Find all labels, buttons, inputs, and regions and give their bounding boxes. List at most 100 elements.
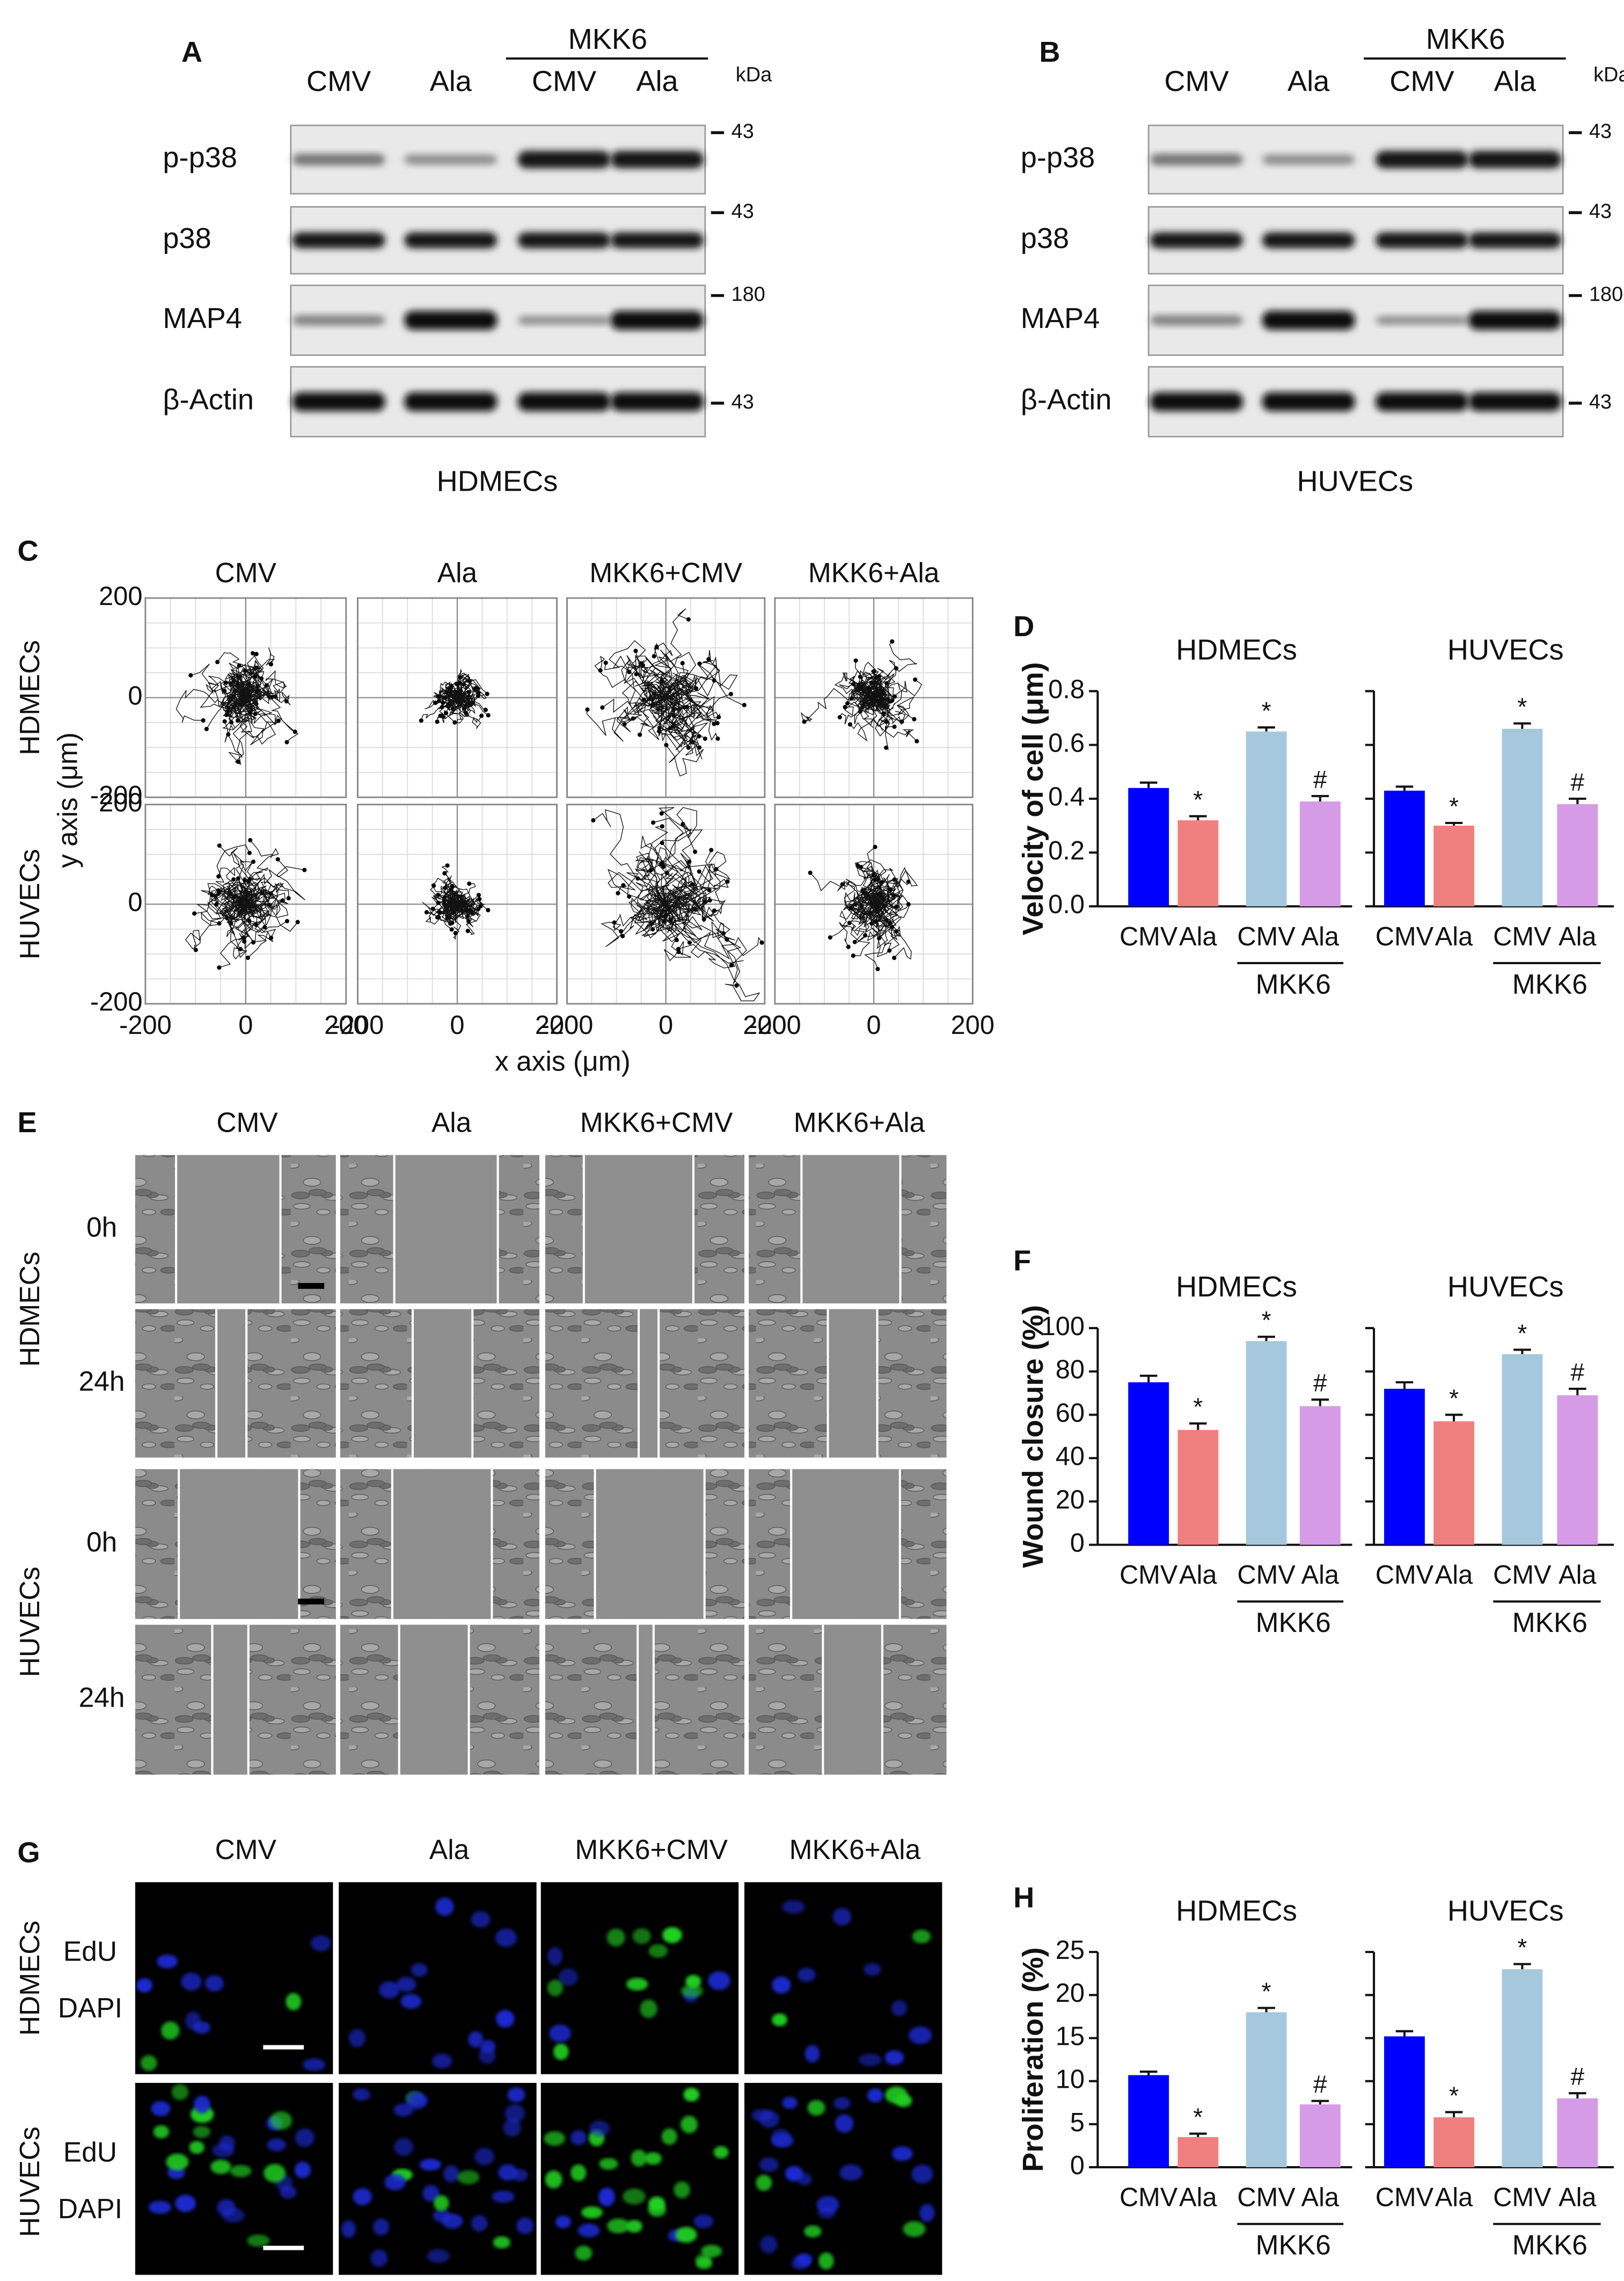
- nucleus: [435, 1897, 454, 1916]
- nucleus: [267, 2138, 286, 2152]
- group-label: MKK6: [1256, 2229, 1331, 2261]
- nucleus: [372, 2218, 390, 2236]
- bar: [1557, 1395, 1598, 1545]
- bar: [1177, 820, 1219, 907]
- x-axis-label: x axis (μm): [495, 1046, 631, 1077]
- chart-title: HUVECs: [1447, 1894, 1564, 1927]
- nucleus: [219, 2135, 235, 2151]
- nucleus: [136, 1978, 153, 1993]
- blot-band: [1375, 316, 1469, 325]
- x-tick-label: 200: [535, 1011, 579, 1040]
- trajectory-end: [276, 718, 281, 723]
- nucleus: [434, 2195, 449, 2211]
- marker-label: 180: [731, 283, 765, 306]
- x-tick-label: CMV: [1376, 2183, 1434, 2212]
- nucleus: [217, 2199, 236, 2217]
- nucleus: [675, 2227, 697, 2243]
- column-label: MKK6+CMV: [580, 1106, 733, 1138]
- row-label: p38: [1021, 222, 1069, 254]
- nucleus: [835, 2114, 854, 2133]
- nucleus: [575, 2246, 592, 2261]
- nucleus: [507, 2087, 525, 2103]
- nucleus: [648, 2196, 665, 2211]
- group-label: MKK6: [1256, 968, 1331, 1000]
- scale-bar: [263, 2045, 304, 2050]
- significance-marker: *: [1449, 1384, 1459, 1412]
- trajectory-end: [633, 648, 638, 653]
- nucleus: [553, 2043, 569, 2060]
- nucleus: [175, 2195, 196, 2212]
- lane-label: CMV: [306, 65, 371, 97]
- lane-label: CMV: [1389, 65, 1454, 97]
- blot-band: [1150, 392, 1243, 411]
- nucleus: [648, 1944, 668, 1958]
- blot-band: [1468, 310, 1562, 330]
- nucleus: [193, 2095, 210, 2114]
- trajectory-end: [603, 660, 608, 665]
- nucleus: [161, 2021, 180, 2040]
- nucleus: [516, 2217, 534, 2234]
- nucleus: [858, 2053, 882, 2066]
- significance-marker: #: [1571, 768, 1585, 796]
- x-tick-label: CMV: [1120, 922, 1178, 951]
- wound-gap: [595, 1469, 705, 1619]
- nucleus: [804, 2225, 822, 2238]
- nucleus: [570, 2130, 587, 2146]
- column-label: CMV: [215, 1834, 277, 1865]
- y-tick-label: -200: [90, 781, 143, 810]
- nucleus: [431, 2053, 452, 2069]
- blot-band: [292, 154, 385, 166]
- cell-label: HDMECs: [437, 465, 558, 497]
- blot-band: [1262, 392, 1355, 411]
- x-tick-label: Ala: [1179, 2183, 1217, 2212]
- x-tick-label: CMV: [1376, 1561, 1434, 1590]
- wound-gap: [212, 1624, 248, 1775]
- blot-band: [292, 392, 385, 411]
- x-tick-label: Ala: [1559, 2183, 1597, 2212]
- nucleus: [310, 1935, 331, 1951]
- scale-bar: [263, 2246, 304, 2250]
- significance-marker: *: [1449, 2082, 1459, 2110]
- trajectory: [593, 807, 763, 1002]
- bar: [1299, 801, 1341, 907]
- unit-label: kDa: [1593, 63, 1624, 86]
- bar: [1433, 825, 1474, 907]
- x-tick-label: 0: [867, 1011, 881, 1040]
- nucleus: [818, 2252, 834, 2270]
- nucleus: [816, 2196, 839, 2213]
- marker-label: 180: [1589, 283, 1623, 306]
- stain-label: EdU: [63, 2136, 117, 2167]
- blot-band: [292, 315, 385, 326]
- bar: [1557, 2098, 1598, 2168]
- wound-gap: [179, 1469, 299, 1619]
- trajectory: [801, 641, 923, 750]
- nucleus: [181, 1972, 202, 1991]
- group-label: MKK6: [1512, 2229, 1588, 2261]
- nucleus: [713, 2146, 729, 2159]
- nucleus: [495, 1928, 517, 1947]
- trajectory-end: [445, 863, 450, 868]
- nucleus: [353, 2088, 370, 2101]
- significance-marker: *: [1262, 1306, 1271, 1334]
- group-label: MKK6: [1256, 1607, 1331, 1638]
- blot-band: [517, 150, 611, 169]
- nucleus: [210, 2160, 231, 2174]
- trajectory-end: [734, 983, 739, 988]
- bar: [1299, 2104, 1341, 2168]
- y-tick-label: 0: [1070, 1528, 1085, 1557]
- trajectory: [185, 840, 305, 968]
- wound-gap: [801, 1155, 901, 1303]
- trajectory-end: [638, 732, 642, 737]
- y-tick-label: 80: [1056, 1356, 1085, 1384]
- y-tick-label: 25: [1056, 1936, 1085, 1965]
- x-tick-label: 200: [951, 1011, 994, 1040]
- trajectory-end: [892, 724, 897, 729]
- stain-label: DAPI: [58, 1992, 122, 2023]
- nucleus: [419, 2159, 442, 2171]
- nucleus: [760, 2235, 778, 2254]
- panel-letter: A: [181, 36, 202, 68]
- trajectory: [586, 608, 744, 777]
- blot-band: [517, 232, 611, 249]
- nucleus: [270, 2111, 292, 2130]
- panel-letter: H: [1013, 1882, 1034, 1914]
